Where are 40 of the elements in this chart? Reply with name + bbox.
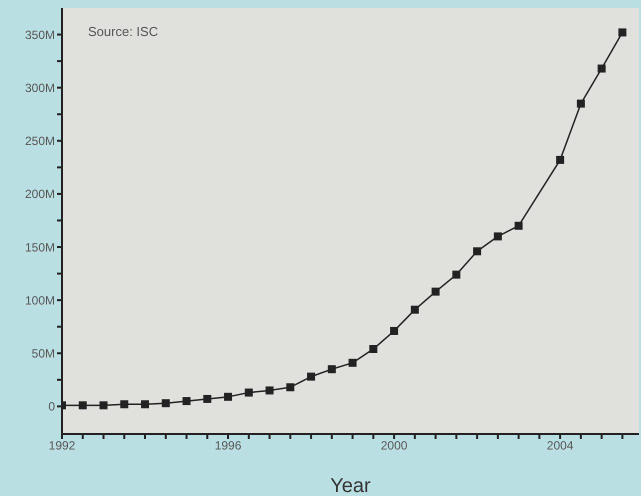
annotation: Source: ISC [88, 24, 158, 39]
point [473, 247, 482, 256]
point [162, 399, 170, 408]
point [78, 401, 87, 410]
point [348, 358, 357, 367]
y-tick-label: 250M [24, 134, 55, 148]
x-tick-label: 2004 [546, 438, 574, 453]
point [410, 306, 419, 314]
point [556, 156, 564, 164]
y-tick-label: 200M [24, 187, 55, 202]
x-tick-label: 2000 [380, 438, 408, 453]
point [307, 372, 316, 381]
point [100, 401, 108, 410]
y-tick-label: 150M [24, 240, 55, 254]
point [286, 383, 294, 392]
x-tick-label: 1992 [48, 438, 76, 453]
point [141, 400, 150, 408]
y-tick-label: 0 [48, 400, 56, 414]
point [390, 326, 398, 335]
y-tick-label: 50M [32, 346, 56, 361]
point [618, 28, 626, 36]
point [182, 397, 191, 406]
point [266, 386, 274, 394]
x-tick-label: 1996 [214, 438, 242, 453]
point [598, 64, 606, 73]
point [514, 222, 523, 230]
y-tick-label: 100M [24, 293, 55, 308]
x-axis-title: Year [330, 475, 372, 496]
y-tick-label: 300M [24, 80, 55, 95]
point [494, 232, 502, 240]
y-tick-label: 350M [24, 28, 55, 42]
point [452, 270, 460, 279]
point [328, 365, 336, 374]
point [432, 288, 440, 296]
point [244, 388, 253, 397]
point [369, 345, 378, 354]
point [203, 394, 212, 403]
point [576, 100, 585, 108]
point [224, 392, 232, 401]
point [120, 400, 128, 408]
